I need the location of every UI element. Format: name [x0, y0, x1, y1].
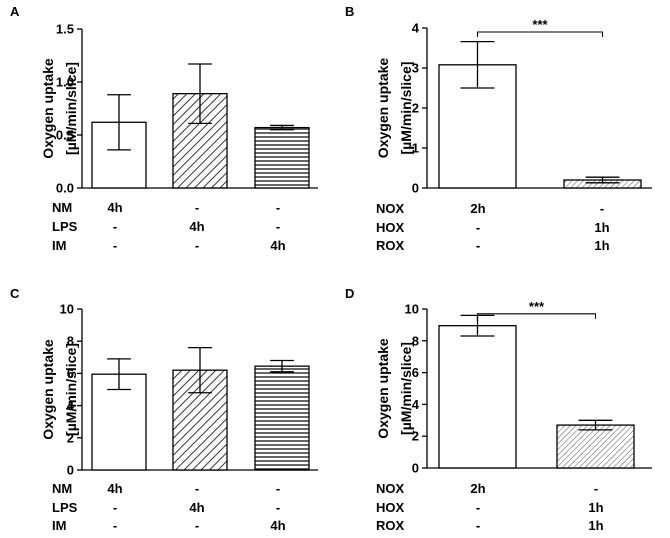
panel-letter: C [10, 286, 20, 301]
significance-bracket [476, 31, 604, 37]
condition-label: LPS [52, 219, 78, 234]
bar [91, 373, 147, 471]
condition-value: - [276, 481, 280, 496]
condition-value: 4h [270, 238, 285, 253]
condition-label: NM [52, 200, 72, 215]
condition-value: 1h [594, 220, 609, 235]
y-tick-label: 4 [412, 21, 420, 36]
y-axis-label: Oxygen uptake [40, 58, 56, 159]
condition-value: - [276, 219, 280, 234]
bar [254, 365, 310, 471]
condition-label: IM [52, 518, 66, 533]
y-tick-label: 6 [412, 365, 419, 380]
condition-value: - [113, 219, 117, 234]
panel-letter: A [10, 4, 20, 19]
y-tick-label: 1.5 [56, 22, 74, 37]
y-tick-label: 10 [405, 302, 419, 317]
condition-value: - [195, 518, 199, 533]
y-tick-label: 1 [412, 141, 419, 156]
y-axis-label: [µM/min/slice] [63, 62, 79, 155]
y-tick-label: 0.0 [56, 181, 74, 196]
condition-value: 2h [470, 201, 485, 216]
condition-value: 4h [270, 518, 285, 533]
condition-value: 1h [594, 238, 609, 253]
y-axis-label: Oxygen uptake [375, 338, 391, 439]
y-tick-label: 2 [412, 429, 419, 444]
condition-label: ROX [376, 518, 405, 533]
y-tick-label: 0 [67, 463, 74, 478]
y-tick-label: 3 [412, 61, 419, 76]
condition-label: HOX [376, 500, 405, 515]
condition-value: 4h [189, 500, 204, 515]
y-axis-label: [µM/min/slice] [398, 62, 414, 155]
condition-value: - [476, 220, 480, 235]
condition-label: ROX [376, 238, 405, 253]
condition-value: - [195, 200, 199, 215]
bar [556, 424, 635, 469]
y-tick-label: 4 [67, 398, 75, 413]
condition-value: - [594, 481, 598, 496]
condition-value: - [476, 518, 480, 533]
y-tick-label: 8 [412, 333, 419, 348]
y-tick-label: 10 [60, 302, 74, 317]
significance-label: *** [532, 17, 548, 32]
condition-value: 4h [107, 200, 122, 215]
y-tick-label: 4 [412, 397, 420, 412]
condition-value: - [195, 481, 199, 496]
condition-label: LPS [52, 500, 78, 515]
condition-value: - [113, 500, 117, 515]
condition-value: - [476, 238, 480, 253]
condition-value: 1h [588, 500, 603, 515]
y-tick-label: 6 [67, 366, 74, 381]
condition-label: NM [52, 481, 72, 496]
condition-value: - [276, 200, 280, 215]
y-tick-label: 0.5 [56, 128, 74, 143]
panel-a: A Oxygen uptake [µM/min/slice] 0.0 0.5 1.0 1.5… [10, 4, 318, 253]
condition-value: - [113, 238, 117, 253]
condition-value: - [113, 518, 117, 533]
panel-d: D Oxygen uptake [µM/min/slice] 0 2 4 6 8 10 *** NO… [345, 286, 652, 533]
significance-bracket [476, 313, 597, 319]
condition-value: 2h [470, 481, 485, 496]
panel-c: C Oxygen uptake [µM/min/slice] 0 2 4 6 8 10 NM 4h -… [10, 286, 318, 533]
condition-value: - [195, 238, 199, 253]
condition-value: - [476, 500, 480, 515]
condition-value: 4h [189, 219, 204, 234]
y-axis-label: Oxygen uptake [40, 339, 56, 440]
y-tick-label: 2 [412, 101, 419, 116]
condition-value: 4h [107, 481, 122, 496]
panel-letter: D [345, 286, 354, 301]
y-tick-label: 2 [67, 430, 74, 445]
y-axis-label: Oxygen uptake [375, 58, 391, 159]
condition-label: NOX [376, 481, 405, 496]
y-tick-label: 1.0 [56, 75, 74, 90]
y-axis-label: [µM/min/slice] [63, 343, 79, 436]
condition-value: 1h [588, 518, 603, 533]
significance-label: *** [529, 299, 545, 314]
condition-label: HOX [376, 220, 405, 235]
condition-value: - [276, 500, 280, 515]
condition-label: IM [52, 238, 66, 253]
y-tick-label: 0 [412, 181, 419, 196]
bar [438, 325, 517, 469]
bar [254, 126, 310, 189]
y-tick-label: 0 [412, 461, 419, 476]
condition-label: NOX [376, 201, 405, 216]
condition-value: - [600, 201, 604, 216]
y-axis-label: [µM/min/slice] [398, 342, 414, 435]
panel-letter: B [345, 4, 354, 19]
panel-b: B Oxygen uptake [µM/min/slice] 0 1 2 3 4 *** NOX 2… [345, 4, 652, 253]
y-tick-label: 8 [67, 334, 74, 349]
